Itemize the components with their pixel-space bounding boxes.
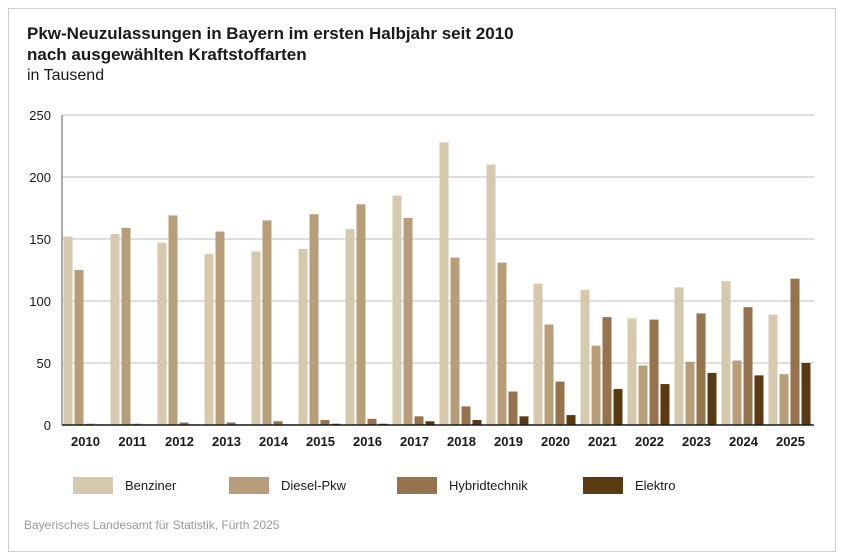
chart-title-line2: nach ausgewählten Kraftstoffarten [27, 45, 307, 64]
bar [754, 375, 764, 425]
y-tick-label: 250 [29, 108, 51, 123]
x-tick-label: 2024 [729, 434, 759, 449]
x-tick-label: 2019 [494, 434, 523, 449]
x-tick-label: 2022 [635, 434, 664, 449]
bar [157, 242, 167, 425]
chart-subtitle: in Tausend [27, 67, 105, 84]
bar [743, 307, 753, 425]
bar [425, 421, 435, 425]
bar [215, 231, 225, 425]
x-tick-label: 2010 [71, 434, 100, 449]
bar [613, 389, 623, 425]
bar [696, 313, 706, 425]
x-tick-label: 2016 [353, 434, 382, 449]
bar [555, 381, 565, 425]
bar [179, 422, 189, 425]
legend: Benziner Diesel-Pkw Hybridtechnik Elektro [73, 477, 675, 494]
y-tick-label: 0 [44, 418, 51, 433]
x-tick-label: 2021 [588, 434, 617, 449]
bar [472, 420, 482, 425]
bar [403, 217, 413, 425]
bar [226, 422, 236, 425]
bar [121, 227, 131, 425]
axes: 0 50 100 150 200 250 2010 2011 2012 2013 2014 2015 2… [29, 108, 814, 449]
bar [533, 283, 543, 425]
x-tick-label: 2012 [165, 434, 194, 449]
bar [273, 421, 283, 425]
bar [251, 251, 261, 425]
bar [74, 270, 84, 425]
bar [414, 416, 424, 425]
bar [497, 262, 507, 425]
bar [168, 215, 178, 425]
x-tick-label: 2023 [682, 434, 711, 449]
bar [649, 319, 659, 425]
y-tick-label: 100 [29, 294, 51, 309]
y-tick-label: 200 [29, 170, 51, 185]
bar [721, 281, 731, 425]
bars [63, 142, 811, 425]
x-tick-label: 2014 [259, 434, 289, 449]
legend-swatch [397, 477, 437, 494]
y-tick-label: 50 [37, 356, 51, 371]
bar [790, 278, 800, 425]
x-tick-label: 2020 [541, 434, 570, 449]
bar [262, 220, 272, 425]
bar [320, 420, 330, 425]
bar [627, 318, 637, 425]
bar [204, 253, 214, 425]
chart-frame [8, 8, 836, 552]
bar [298, 248, 308, 425]
bar [461, 406, 471, 425]
bar [309, 214, 319, 425]
bar [660, 384, 670, 425]
x-tick-label: 2015 [306, 434, 335, 449]
bar [685, 361, 695, 425]
legend-label: Hybridtechnik [449, 478, 528, 493]
bar [779, 374, 789, 425]
bar [566, 415, 576, 425]
x-tick-label: 2011 [118, 434, 146, 449]
bar [707, 372, 717, 425]
bar [486, 164, 496, 425]
bar [439, 142, 449, 425]
bar [591, 345, 601, 425]
bar [544, 324, 554, 425]
bar [356, 204, 366, 425]
x-tick-label: 2013 [212, 434, 241, 449]
legend-label: Diesel-Pkw [281, 478, 347, 493]
bar [392, 195, 402, 425]
bar [580, 289, 590, 425]
legend-swatch [73, 477, 113, 494]
bar [519, 416, 529, 425]
bar [508, 391, 518, 425]
x-tick-label: 2017 [400, 434, 429, 449]
legend-label: Elektro [635, 478, 675, 493]
y-tick-label: 150 [29, 232, 51, 247]
x-tick-label: 2018 [447, 434, 476, 449]
bar [801, 363, 811, 425]
bar [674, 287, 684, 425]
bar [602, 317, 612, 425]
legend-swatch [583, 477, 623, 494]
bar [732, 360, 742, 425]
legend-label: Benziner [125, 478, 177, 493]
source-note: Bayerisches Landesamt für Statistik, Für… [24, 518, 280, 532]
legend-swatch [229, 477, 269, 494]
bar [110, 234, 120, 425]
bar [63, 236, 73, 425]
bar [638, 365, 648, 425]
bar [367, 418, 377, 425]
bar [768, 314, 778, 425]
chart-title: Pkw-Neuzulassungen in Bayern im ersten H… [27, 24, 514, 43]
bar [450, 257, 460, 425]
x-tick-label: 2025 [776, 434, 805, 449]
bar [345, 229, 355, 425]
